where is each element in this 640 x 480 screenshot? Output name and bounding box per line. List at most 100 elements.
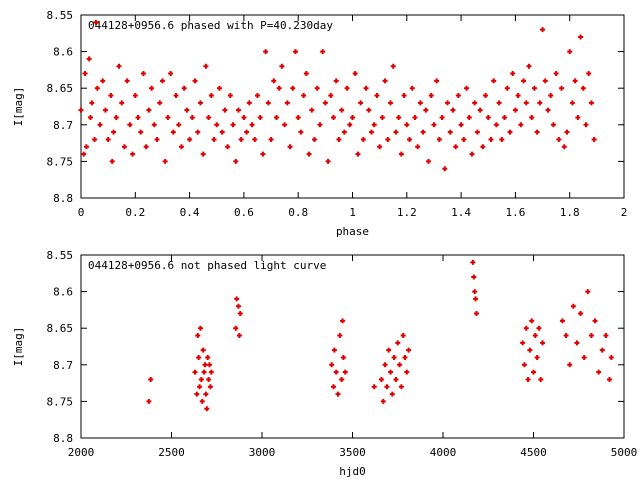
plot-frame (80, 14, 625, 199)
x-tick-label: 3500 (339, 446, 366, 459)
data-point (385, 136, 391, 142)
data-point (397, 362, 403, 368)
data-point (561, 144, 567, 150)
data-point (86, 56, 92, 62)
data-point (206, 376, 212, 382)
data-point (404, 122, 410, 128)
data-point (203, 63, 209, 69)
data-point (336, 136, 342, 142)
data-point (328, 93, 334, 99)
data-point (377, 144, 383, 150)
data-point (204, 406, 210, 412)
data-point (483, 93, 489, 99)
data-point (339, 376, 345, 382)
x-tick-label: 1.2 (397, 206, 417, 219)
plot-frame (80, 254, 625, 439)
data-point (502, 114, 508, 120)
data-point (187, 136, 193, 142)
data-point (529, 114, 535, 120)
data-series (146, 259, 614, 412)
data-point (371, 384, 377, 390)
data-point (314, 85, 320, 91)
data-point (496, 100, 502, 106)
data-point (184, 107, 190, 113)
x-tick-label: 1.6 (505, 206, 525, 219)
data-point (491, 78, 497, 84)
data-point (135, 114, 141, 120)
data-point (333, 78, 339, 84)
data-point (342, 369, 348, 375)
y-tick-label: 8.7 (53, 119, 73, 132)
data-point (340, 318, 346, 324)
data-point (504, 85, 510, 91)
data-point (301, 93, 307, 99)
data-point (538, 376, 544, 382)
data-point (526, 63, 532, 69)
data-point (434, 78, 440, 84)
data-point (203, 391, 209, 397)
data-point (236, 333, 242, 339)
data-point (249, 122, 255, 128)
data-point (358, 100, 364, 106)
data-point (588, 100, 594, 106)
data-point (379, 114, 385, 120)
data-point (472, 100, 478, 106)
data-point (208, 93, 214, 99)
data-point (412, 114, 418, 120)
data-point (521, 362, 527, 368)
data-point (192, 78, 198, 84)
data-point (124, 78, 130, 84)
data-point (235, 107, 241, 113)
data-point (330, 114, 336, 120)
data-point (257, 114, 263, 120)
data-point (366, 107, 372, 113)
y-tick-label: 8.8 (53, 192, 73, 205)
data-point (333, 369, 339, 375)
data-point (386, 347, 392, 353)
data-point (132, 93, 138, 99)
data-point (105, 136, 111, 142)
data-point (233, 325, 239, 331)
data-point (244, 129, 250, 135)
data-point (380, 398, 386, 404)
data-point (234, 296, 240, 302)
data-point (391, 354, 397, 360)
data-point (317, 122, 323, 128)
data-point (581, 354, 587, 360)
data-point (238, 136, 244, 142)
data-point (108, 93, 114, 99)
data-point (382, 78, 388, 84)
data-point (485, 114, 491, 120)
data-point (88, 114, 94, 120)
data-point (567, 49, 573, 55)
x-tick-label: 0 (78, 206, 85, 219)
data-point (355, 151, 361, 157)
data-point (469, 151, 475, 157)
data-point (417, 100, 423, 106)
data-point (196, 354, 202, 360)
data-point (94, 85, 100, 91)
data-point (89, 100, 95, 106)
data-point (574, 340, 580, 346)
chart-title: 044128+0956.6 phased with P=40.230day (88, 19, 333, 32)
data-point (168, 71, 174, 77)
data-point (382, 362, 388, 368)
data-point (371, 122, 377, 128)
data-point (529, 318, 535, 324)
data-point (207, 384, 213, 390)
data-point (603, 333, 609, 339)
data-point (523, 325, 529, 331)
data-point (311, 136, 317, 142)
data-point (235, 303, 241, 309)
data-point (271, 78, 277, 84)
data-point (389, 391, 395, 397)
data-point (471, 274, 477, 280)
y-tick-label: 8.8 (53, 432, 73, 445)
data-point (337, 333, 343, 339)
data-point (230, 122, 236, 128)
data-point (325, 158, 331, 164)
data-point (192, 369, 198, 375)
data-point (431, 122, 437, 128)
data-point (263, 49, 269, 55)
data-point (512, 107, 518, 113)
